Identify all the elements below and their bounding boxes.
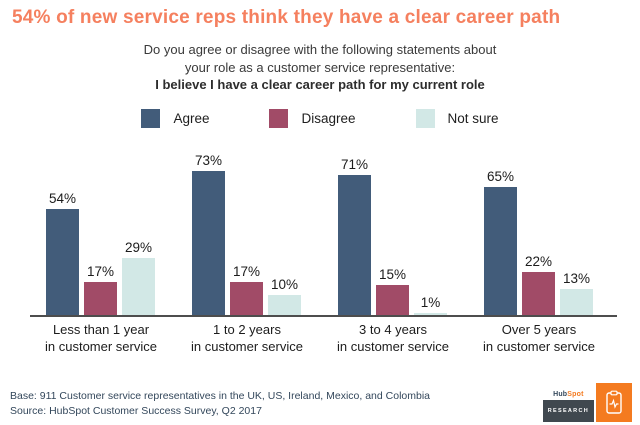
bar-column-not-sure: 1% [414, 295, 447, 315]
footer-source-note: Source: HubSpot Customer Success Survey,… [10, 404, 262, 417]
x-axis-label-line1: Over 5 years [501, 322, 577, 337]
bar-not-sure [122, 257, 155, 315]
bar-not-sure [560, 289, 593, 315]
legend-swatch-agree [141, 109, 161, 128]
bar-column-disagree: 17% [84, 264, 117, 315]
x-axis-line [30, 315, 617, 317]
hubspot-wordmark: HubSpot [543, 391, 594, 400]
bar-value-not-sure: 1% [420, 295, 441, 310]
x-axis-label-line1: Less than 1 year [52, 322, 150, 337]
chart-subtitle: Do you agree or disagree with the follow… [0, 41, 640, 94]
subtitle-line-2: your role as a customer service represen… [184, 59, 456, 75]
bar-group-1: 54% 17% 29% [46, 191, 155, 315]
hubspot-research-logo: HubSpot RESEARCH [542, 383, 632, 422]
subtitle-statement: I believe I have a clear career path for… [155, 77, 485, 92]
x-axis-label-line2: in customer service [483, 338, 595, 354]
research-clipboard-icon [596, 383, 632, 422]
bar-disagree [522, 271, 555, 315]
bar-agree [338, 175, 371, 315]
bar-disagree [230, 281, 263, 315]
subtitle-line-1: Do you agree or disagree with the follow… [143, 42, 497, 57]
bar-disagree [84, 281, 117, 315]
legend-item-disagree: Disagree [269, 109, 356, 128]
legend-swatch-disagree [269, 109, 289, 128]
legend-label-not-sure: Not sure [447, 111, 499, 126]
bar-value-agree: 73% [194, 153, 223, 169]
bar-column-disagree: 17% [230, 264, 263, 315]
legend-swatch-not-sure [415, 109, 435, 128]
bar-value-disagree: 17% [232, 263, 261, 279]
hubspot-wordmark-hub: Hub [553, 391, 568, 398]
bar-column-disagree: 22% [522, 254, 555, 315]
bar-agree [46, 208, 79, 315]
bar-value-disagree: 22% [524, 253, 553, 269]
x-axis-label-line2: in customer service [337, 338, 449, 354]
x-axis-labels: Less than 1 year in customer service 1 to … [28, 322, 617, 355]
bar-value-agree: 71% [340, 157, 369, 173]
research-label: RESEARCH [542, 400, 594, 422]
bar-value-agree: 65% [486, 168, 515, 184]
legend-label-disagree: Disagree [301, 111, 356, 126]
bar-value-not-sure: 13% [562, 271, 591, 287]
bar-value-not-sure: 10% [270, 277, 299, 293]
bar-column-agree: 73% [192, 153, 225, 315]
x-axis-label-3: 3 to 4 years in customer service [320, 322, 466, 355]
bar-chart: 54% 17% 29% 73% 17% 10% 71% 15% 1% 65% 22% 13% Less… [30, 151, 617, 355]
bar-column-agree: 71% [338, 157, 371, 315]
x-axis-label-line1: 1 to 2 years [213, 322, 281, 337]
bar-column-disagree: 15% [376, 267, 409, 315]
legend-item-not-sure: Not sure [415, 109, 499, 128]
bar-value-not-sure: 29% [124, 239, 153, 255]
legend-label-agree: Agree [173, 111, 210, 126]
bar-disagree [376, 285, 409, 315]
footer-base-note: Base: 911 Customer service representativ… [10, 390, 430, 402]
hubspot-wordmark-spot: Spot [567, 391, 584, 398]
legend-item-agree: Agree [141, 109, 209, 128]
bar-agree [192, 171, 225, 315]
plot-area: 54% 17% 29% 73% 17% 10% 71% 15% 1% 65% 22% 13% [46, 151, 617, 315]
bar-group-3: 71% 15% 1% [338, 157, 447, 315]
bar-not-sure [414, 313, 447, 315]
chart-legend: Agree Disagree Not sure [0, 109, 640, 128]
footer-notes: Base: 911 Customer service representativ… [10, 389, 430, 418]
bar-value-disagree: 17% [86, 263, 115, 279]
bar-group-4: 65% 22% 13% [484, 169, 593, 315]
x-axis-label-2: 1 to 2 years in customer service [174, 322, 320, 355]
bar-agree [484, 186, 517, 315]
bar-column-not-sure: 29% [122, 240, 155, 315]
bar-column-not-sure: 10% [268, 277, 301, 315]
hubspot-wordmark-block: HubSpot RESEARCH [542, 391, 594, 422]
x-axis-label-line2: in customer service [191, 338, 303, 354]
page-title: 54% of new service reps think they have … [12, 7, 561, 28]
x-axis-label-line1: 3 to 4 years [359, 322, 427, 337]
x-axis-label-4: Over 5 years in customer service [466, 322, 612, 355]
bar-group-2: 73% 17% 10% [192, 153, 301, 315]
bar-column-agree: 65% [484, 169, 517, 315]
x-axis-label-line2: in customer service [45, 338, 157, 354]
bar-column-not-sure: 13% [560, 271, 593, 315]
bar-value-disagree: 15% [378, 267, 407, 283]
bar-value-agree: 54% [48, 190, 77, 206]
bar-column-agree: 54% [46, 191, 79, 315]
x-axis-label-1: Less than 1 year in customer service [28, 322, 174, 355]
bar-not-sure [268, 295, 301, 315]
